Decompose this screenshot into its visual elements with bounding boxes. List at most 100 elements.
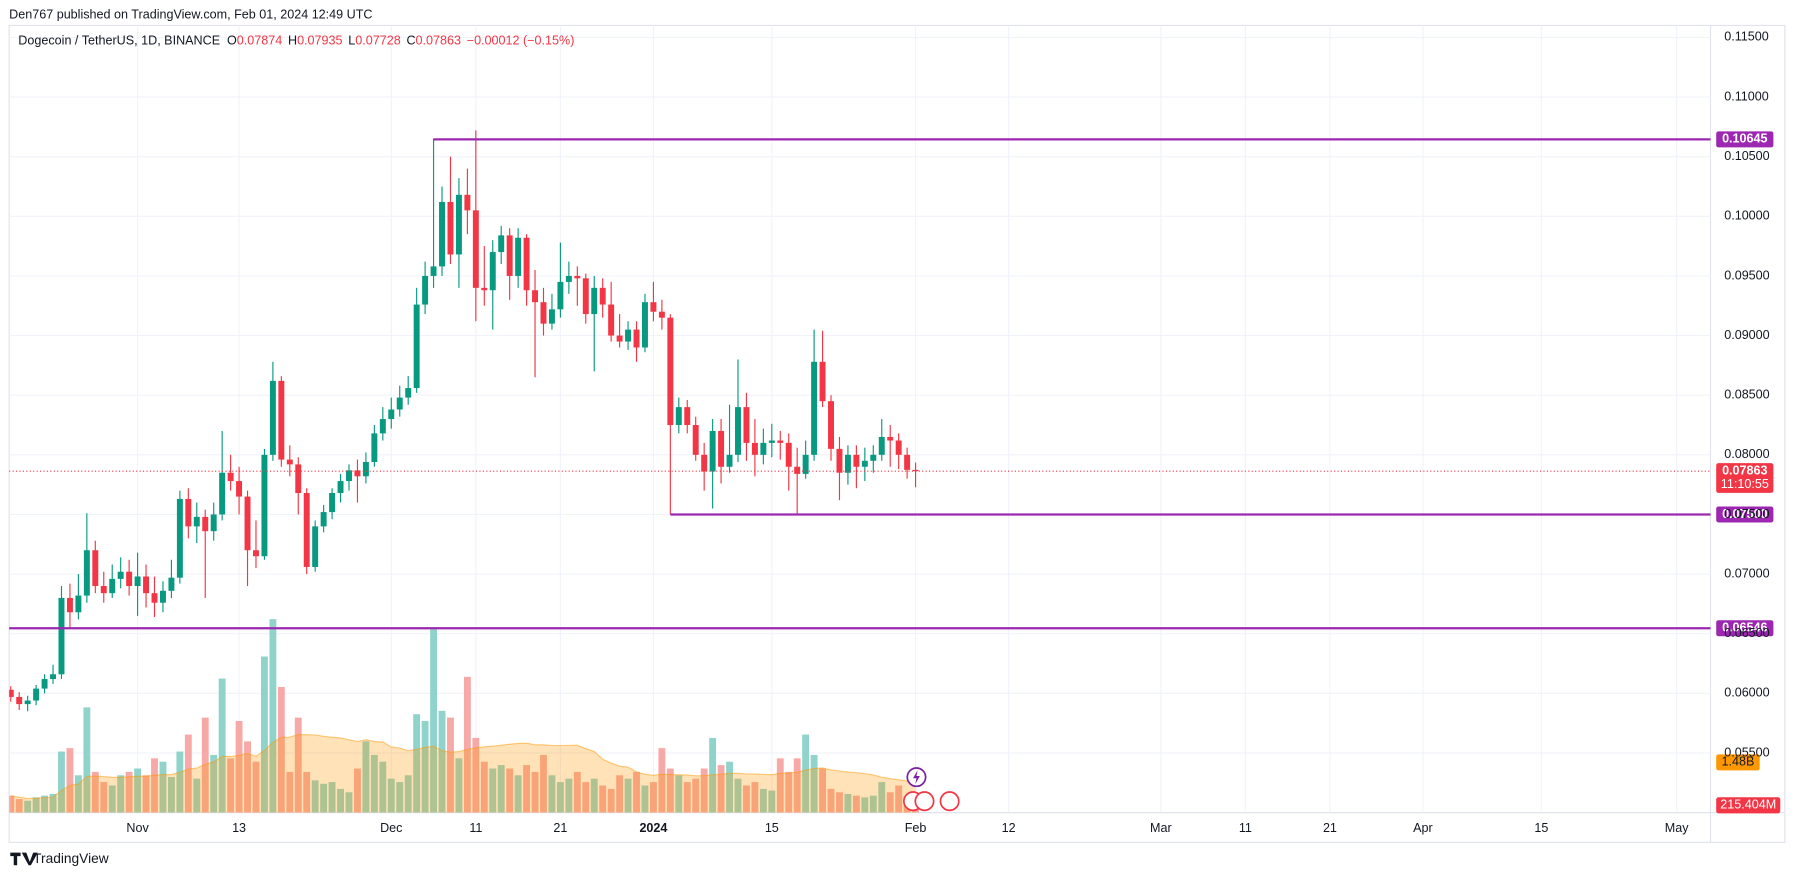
volume-bar (328, 782, 336, 813)
candle-body (861, 460, 868, 467)
candle-body (236, 481, 243, 497)
y-tick-label: 0.07500 (1724, 507, 1769, 521)
candle-body (684, 407, 691, 426)
candle-body (379, 419, 386, 434)
candle-body (109, 578, 116, 594)
x-tick-label: 21 (553, 821, 567, 835)
y-tick-label: 0.08500 (1724, 388, 1769, 402)
candle-body (193, 516, 200, 527)
volume-bar (633, 771, 640, 813)
candle-body (912, 469, 919, 472)
volume-bar (717, 765, 725, 813)
volume-bar (41, 795, 49, 813)
volume-bar (261, 656, 268, 813)
candle-body (151, 593, 158, 603)
volume-bar (641, 785, 649, 813)
candle-body (472, 210, 479, 288)
legend: Dogecoin / TetherUS, 1D, BINANCE O0.07874… (18, 34, 574, 48)
candle-body (540, 302, 547, 324)
volume-bar (303, 771, 311, 813)
volume-bar (802, 734, 810, 813)
volume-bar (24, 800, 32, 813)
candle-body (641, 302, 648, 348)
candle-body (726, 454, 733, 467)
volume-bar (286, 771, 294, 813)
x-tick-label: Feb (905, 821, 927, 835)
volume-bar (277, 687, 285, 813)
volume-bar (167, 776, 175, 813)
volume-bar (497, 765, 505, 813)
event-flag[interactable] (914, 791, 935, 812)
candle-body (870, 454, 877, 461)
volume-bar (438, 710, 446, 813)
candle-body (751, 442, 758, 455)
volume-bar (523, 765, 531, 813)
candle-body (176, 498, 183, 578)
y-tick-label: 0.09000 (1724, 328, 1769, 342)
candle-body (574, 275, 581, 279)
candle-body (819, 361, 826, 402)
y-tick-label: 0.06000 (1724, 686, 1769, 700)
candle-body (227, 472, 234, 482)
y-tick-label: 0.11000 (1724, 89, 1769, 103)
candle-body (718, 430, 725, 467)
candle-body (785, 442, 792, 467)
y-tick-label: 0.09500 (1724, 268, 1769, 282)
volume-bar (396, 782, 404, 813)
x-tick-label: Mar (1150, 821, 1172, 835)
candle-body (608, 304, 615, 336)
candle-body (371, 433, 378, 462)
legend-change: −0.00012 (−0.15%) (467, 34, 575, 48)
candle-body (219, 472, 226, 515)
volume-bar (743, 785, 750, 813)
candle-body (658, 311, 665, 318)
x-tick-label: 2024 (639, 821, 667, 835)
grid (9, 25, 1711, 813)
volume-bar (235, 720, 243, 813)
volume-bar (768, 790, 776, 813)
candle-body (836, 448, 843, 473)
event-flag[interactable] (939, 791, 960, 812)
candle-body (650, 302, 657, 312)
legend-symbol: Dogecoin / TetherUS, 1D, BINANCE (18, 34, 220, 48)
candle-body (735, 407, 741, 455)
volume-bar (531, 771, 539, 813)
legend-value: 0.07874 (237, 34, 282, 48)
volume-bar (193, 778, 201, 813)
candle-body (413, 304, 420, 389)
candle-body (633, 329, 640, 348)
volume-bar (184, 734, 192, 813)
candle-body (117, 571, 124, 579)
volume-bar (658, 748, 666, 813)
volume-bar (447, 717, 454, 813)
volume-bar (337, 788, 344, 813)
candle-body (9, 689, 14, 697)
candle-body (295, 464, 302, 493)
candle-body (269, 380, 276, 455)
candle-body (16, 696, 23, 705)
candle-body (853, 454, 860, 467)
volume-bar (751, 782, 759, 813)
volume-bar (895, 785, 903, 813)
candle-body (50, 674, 57, 680)
volume-bar (455, 758, 463, 813)
volume-bar (683, 782, 691, 813)
volume-bar (151, 758, 158, 813)
candle-body (100, 586, 107, 594)
candle-body (41, 679, 48, 689)
volume-bar (354, 768, 361, 813)
legend-key: C (406, 34, 415, 48)
volume-bar (514, 775, 522, 813)
volume-bar (844, 793, 852, 813)
volume-bar (176, 751, 184, 813)
level-badge (1716, 131, 1774, 148)
x-tick-label: Nov (126, 821, 149, 835)
candle-body (464, 194, 471, 211)
volume-bar (362, 741, 370, 813)
volume-bar (100, 782, 108, 813)
candle-body (506, 235, 513, 276)
volume-bar (125, 771, 133, 813)
candle-body (83, 550, 90, 596)
tv-logo (10, 852, 38, 866)
